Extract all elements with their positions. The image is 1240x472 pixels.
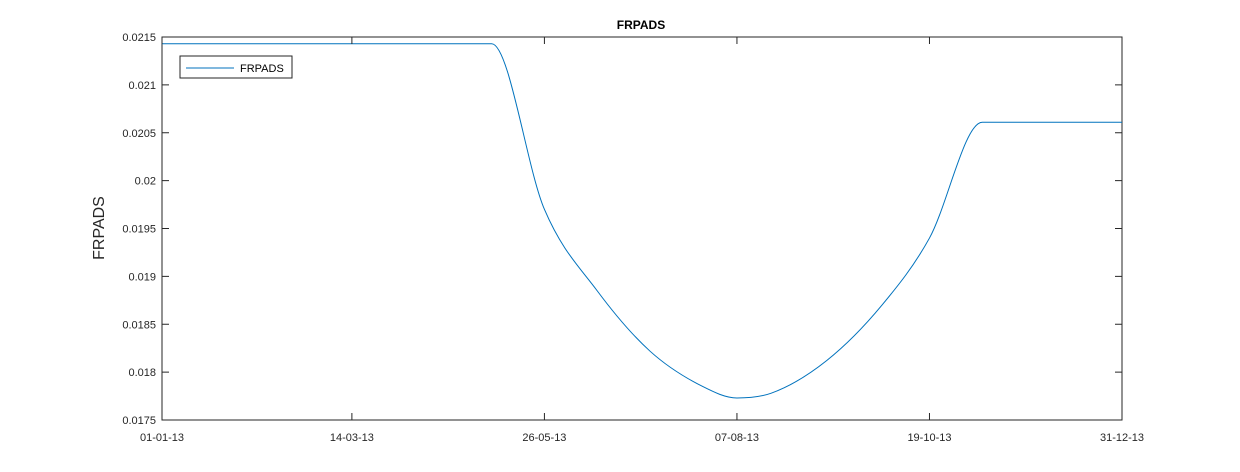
y-tick-label: 0.021 xyxy=(128,80,156,92)
x-tick-label: 07-08-13 xyxy=(715,432,759,444)
y-tick-label: 0.0215 xyxy=(122,32,156,44)
y-tick-label: 0.019 xyxy=(128,271,156,283)
y-axis: 0.0175 0.018 0.0185 0.019 0.0195 0.02 0.0205 0.… xyxy=(122,32,1122,427)
x-tick-label: 01-01-13 xyxy=(140,432,184,444)
y-tick-label: 0.0185 xyxy=(122,319,156,331)
y-tick-label: 0.0175 xyxy=(122,415,156,427)
plot-area xyxy=(161,36,1123,421)
series-line-frpads xyxy=(162,43,1122,399)
x-tick-label: 19-10-13 xyxy=(907,432,951,444)
axes-box xyxy=(161,36,1123,421)
legend: FRPADS xyxy=(179,55,293,79)
legend-box xyxy=(179,55,293,79)
y-axis-label: FRPADS xyxy=(91,196,108,260)
y-tick-label: 0.02 xyxy=(135,176,156,188)
x-tick-label: 26-05-13 xyxy=(522,432,566,444)
y-tick-label: 0.0205 xyxy=(122,128,156,140)
chart-title: FRPADS xyxy=(617,18,665,32)
y-tick-label: 0.0195 xyxy=(122,224,156,236)
x-axis: 01-01-13 14-03-13 26-05-13 07-08-13 19-10-13… xyxy=(140,37,1144,444)
x-tick-label: 14-03-13 xyxy=(330,432,374,444)
y-tick-label: 0.018 xyxy=(128,367,156,379)
legend-entry: FRPADS xyxy=(240,63,284,75)
x-tick-label: 31-12-13 xyxy=(1100,432,1144,444)
